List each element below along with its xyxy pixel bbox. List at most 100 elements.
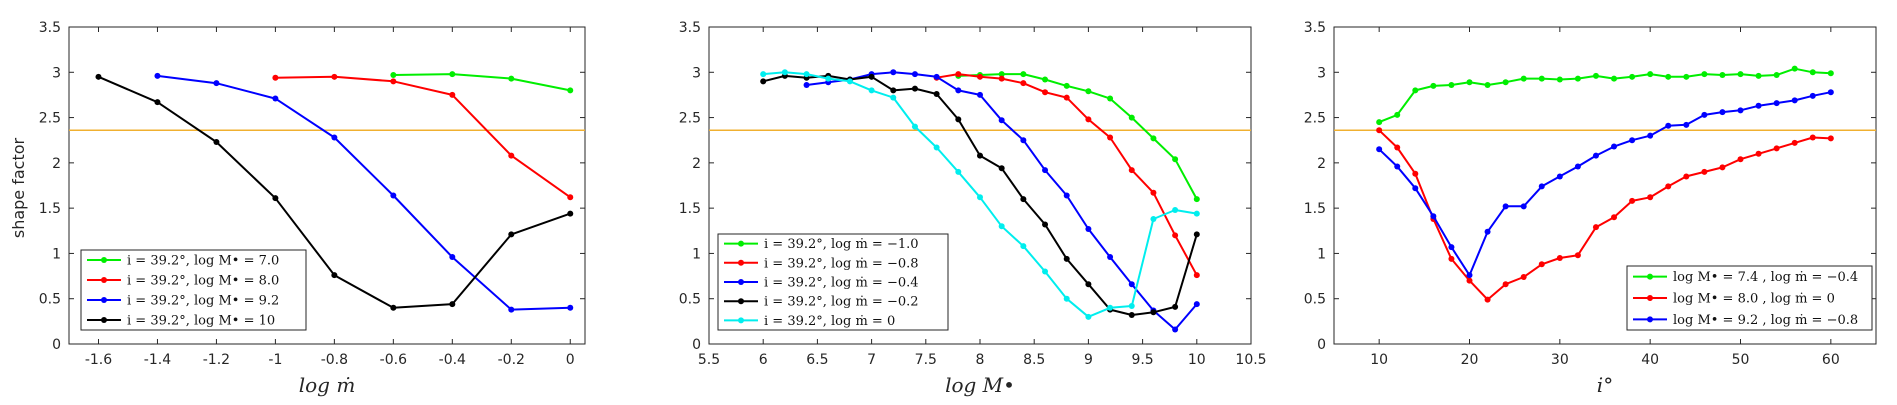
data-point — [508, 152, 515, 159]
y-tick-label: 0 — [52, 337, 61, 353]
x-tick-label: 9.5 — [1131, 352, 1153, 368]
data-point — [1755, 72, 1762, 79]
data-point — [1042, 167, 1049, 174]
data-point — [1773, 145, 1780, 152]
data-point — [781, 69, 788, 76]
x-tick-label: -1.6 — [85, 352, 112, 368]
y-tick-label: 0.5 — [39, 292, 61, 308]
data-point — [1063, 255, 1070, 262]
data-point — [1063, 94, 1070, 101]
data-point — [868, 87, 875, 94]
data-point — [1647, 132, 1654, 139]
data-point — [567, 87, 574, 94]
x-tick-label: -0.2 — [498, 352, 525, 368]
plot-area — [68, 26, 586, 345]
data-point — [1556, 254, 1563, 261]
x-tick-label: 6 — [759, 352, 768, 368]
x-tick-label: -1.2 — [203, 352, 230, 368]
x-tick-label: 9 — [1084, 352, 1093, 368]
data-point — [1773, 100, 1780, 107]
data-point — [1448, 81, 1455, 88]
series-1 — [1376, 65, 1834, 126]
data-point — [1172, 156, 1179, 163]
series-line — [1378, 67, 1831, 124]
y-tick-label: 1 — [692, 246, 701, 262]
x-tick-label: -1.4 — [144, 352, 171, 368]
data-point — [1107, 254, 1114, 261]
data-point — [1376, 119, 1383, 126]
legend-label: i = 39.2°, log ṁ = −0.4 — [764, 276, 919, 291]
data-point — [508, 75, 515, 82]
data-point — [272, 95, 279, 102]
y-tick-label: 0 — [692, 337, 701, 353]
data-point — [1193, 301, 1200, 308]
data-point — [1791, 97, 1798, 104]
data-point — [1128, 281, 1135, 288]
data-point — [1647, 194, 1654, 201]
data-point — [1128, 167, 1135, 174]
y-tick-label: 2 — [692, 156, 701, 172]
y-tick-label: 2.5 — [1304, 111, 1326, 127]
data-point — [1827, 70, 1834, 77]
chart-panel-3: 0 0.5 1 1.5 2 2.5 3 3.5 10 20 30 40 50 60 i° log M• = 7… — [1304, 20, 1877, 397]
data-point — [1683, 121, 1690, 128]
x-tick-label: 0 — [566, 352, 575, 368]
data-point — [331, 134, 338, 141]
legend-marker — [101, 317, 107, 323]
chart-panel-1: 0 0.5 1 1.5 2 2.5 3 3.5 -1.6 -1.4 -1.2 -1 -0.8 -0.6 -0… — [39, 20, 586, 397]
legend-marker — [101, 277, 107, 283]
data-point — [1172, 232, 1179, 239]
data-point — [1755, 102, 1762, 109]
data-point — [1611, 143, 1618, 150]
data-point — [1574, 163, 1581, 170]
x-tick-label: 10.5 — [1235, 352, 1266, 368]
data-point — [390, 192, 397, 199]
data-point — [868, 73, 875, 80]
data-point — [1412, 185, 1419, 192]
data-point — [1085, 88, 1092, 95]
legend-marker — [101, 297, 107, 303]
x-tick-label: -1 — [268, 352, 282, 368]
data-point — [1020, 196, 1027, 203]
y-tick-label: 1.5 — [1304, 201, 1326, 217]
data-point — [508, 231, 515, 238]
x-tick-label: 60 — [1822, 352, 1840, 368]
data-point — [1150, 216, 1157, 223]
series-3 — [154, 72, 574, 313]
data-point — [890, 69, 897, 76]
data-point — [1042, 76, 1049, 83]
data-point — [1042, 89, 1049, 96]
y-tick-label: 0.5 — [1304, 292, 1326, 308]
data-point — [1647, 71, 1654, 78]
data-point — [1193, 210, 1200, 217]
y-tick-label: 3.5 — [39, 20, 61, 36]
legend-marker — [738, 298, 744, 305]
data-point — [1719, 72, 1726, 79]
y-tick-label: 1 — [52, 246, 61, 262]
series-line — [275, 75, 571, 199]
data-point — [1150, 189, 1157, 196]
data-point — [1701, 111, 1708, 118]
legend-label: i = 39.2°, log M• = 8.0 — [127, 274, 279, 289]
legend-label: log M• = 7.4 , log ṁ = −0.4 — [1673, 270, 1858, 285]
legend-marker — [101, 257, 107, 263]
data-point — [1128, 312, 1135, 319]
data-point — [1466, 272, 1473, 279]
legend-label: i = 39.2°, log ṁ = −0.8 — [764, 256, 919, 271]
series-5 — [760, 69, 1200, 320]
data-point — [1719, 109, 1726, 116]
data-point — [1128, 302, 1135, 309]
legend: i = 39.2°, log ṁ = −1.0 i = 39.2°, log ṁ … — [717, 233, 949, 331]
data-point — [977, 91, 983, 98]
data-point — [1520, 75, 1527, 82]
x-tick-label: 10 — [1370, 352, 1388, 368]
data-point — [933, 144, 940, 151]
data-point — [1611, 214, 1618, 221]
data-point — [998, 117, 1005, 124]
data-point — [911, 123, 918, 130]
series-1 — [390, 71, 574, 94]
data-point — [331, 73, 338, 80]
data-point — [1665, 183, 1672, 190]
data-point — [1020, 243, 1027, 250]
data-point — [1574, 75, 1581, 82]
